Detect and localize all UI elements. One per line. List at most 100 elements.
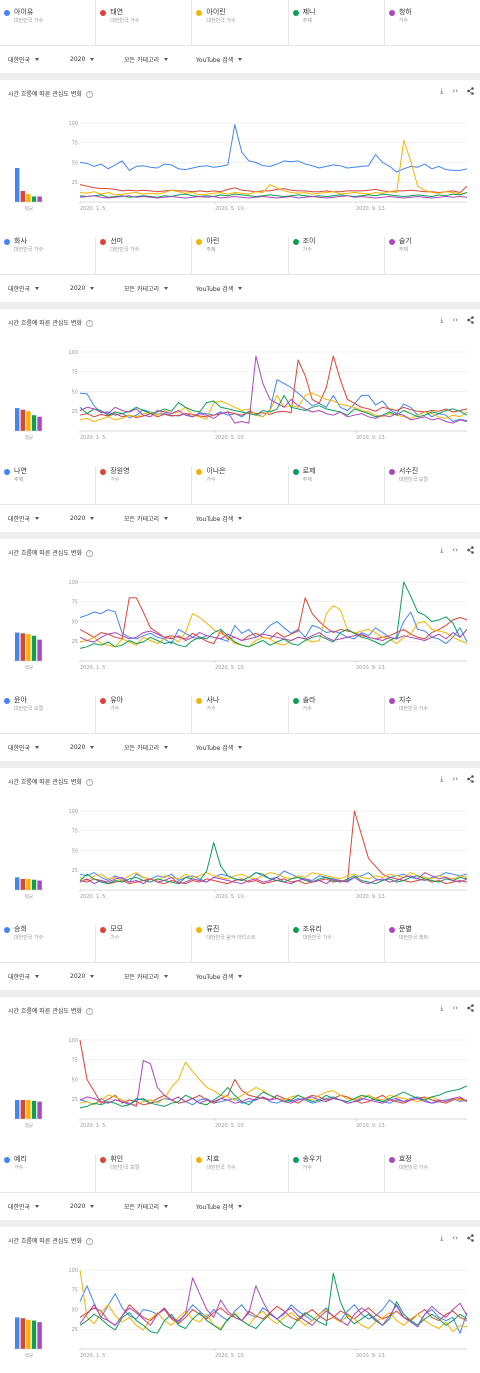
series-line-1[interactable] [79,124,468,173]
year-filter[interactable]: 2020 [70,56,124,63]
category-filter[interactable]: 모든 카테고리 [124,284,196,293]
search-term-1[interactable]: 화사 대한민국 가수 [0,229,97,274]
search-term-2[interactable]: 장원영 가수 [96,459,193,504]
search-term-2[interactable]: 태연 대한민국 가수 [96,0,193,45]
series-line-4[interactable] [79,1272,468,1334]
average-bar[interactable] [20,409,25,431]
average-bar[interactable] [26,411,31,431]
search-term-1[interactable]: 윤아 대한민국 보컬 [0,688,97,733]
category-filter[interactable]: 모든 카테고리 [124,972,196,981]
download-icon[interactable]: ⤓ [440,546,444,554]
category-filter[interactable]: 모든 카테고리 [124,514,196,523]
search-term-1[interactable]: 나연 주제 [0,459,97,504]
search-term-4[interactable]: 조유리 대한민국 가수 [289,917,385,962]
year-filter[interactable]: 2020 [70,1203,124,1210]
search-term-4[interactable]: 로제 주제 [289,459,385,504]
search-term-2[interactable]: 유아 가수 [96,688,193,733]
region-filter[interactable]: 대한민국 [8,972,70,981]
search-type-filter[interactable]: YouTube 검색 [196,1202,276,1211]
download-icon[interactable]: ⤓ [440,87,444,95]
series-line-5[interactable] [79,629,468,643]
average-bar[interactable] [31,1320,37,1349]
search-type-filter[interactable]: YouTube 검색 [196,284,276,293]
series-line-2[interactable] [79,1039,468,1106]
average-bar[interactable] [15,408,20,431]
average-bar[interactable] [15,168,20,202]
average-bar[interactable] [26,1100,31,1119]
series-line-3[interactable] [79,605,468,648]
search-term-3[interactable]: 아린 주제 [192,229,289,274]
search-term-3[interactable]: 이나은 가수 [192,459,289,504]
search-term-4[interactable]: 송우기 가수 [289,1147,385,1192]
help-icon[interactable]: ? [85,550,93,557]
embed-icon[interactable]: ‹› [452,1234,458,1242]
region-filter[interactable]: 대한민국 [8,1202,70,1211]
category-filter[interactable]: 모든 카테고리 [124,55,196,64]
average-bar[interactable] [31,879,37,890]
series-line-2[interactable] [79,810,468,885]
series-line-3[interactable] [79,872,468,881]
region-filter[interactable]: 대한민국 [8,55,70,64]
share-icon[interactable] [467,1004,474,1014]
series-line-1[interactable] [79,379,468,422]
average-bar[interactable] [37,196,42,202]
embed-icon[interactable]: ‹› [452,775,458,783]
help-icon[interactable]: ? [85,1238,93,1245]
series-line-2[interactable] [79,184,468,193]
average-bar[interactable] [26,634,31,661]
average-bar[interactable] [31,196,37,202]
series-line-4[interactable] [79,581,468,649]
series-line-5[interactable] [79,355,468,424]
series-line-4[interactable] [79,842,468,885]
average-bar[interactable] [37,880,42,890]
search-type-filter[interactable]: YouTube 검색 [196,972,276,981]
search-term-3[interactable]: 지효 대한민국 가수 [192,1147,289,1192]
average-bar[interactable] [31,415,37,431]
average-bar[interactable] [26,194,31,202]
share-icon[interactable] [467,546,474,556]
region-filter[interactable]: 대한민국 [8,284,70,293]
search-type-filter[interactable]: YouTube 검색 [196,55,276,64]
category-filter[interactable]: 모든 카테고리 [124,743,196,752]
help-icon[interactable]: ? [85,779,93,786]
help-icon[interactable]: ? [85,91,93,98]
average-bar[interactable] [20,190,25,202]
average-bar[interactable] [15,632,20,661]
embed-icon[interactable]: ‹› [452,1004,458,1012]
search-term-5[interactable]: 문별 대한민국 래퍼 [385,917,480,962]
search-term-5[interactable]: 지수 대한민국 가수 [385,688,480,733]
series-line-2[interactable] [79,1304,468,1326]
average-bar[interactable] [26,1319,31,1349]
average-bar[interactable] [37,639,42,661]
category-filter[interactable]: 모든 카테고리 [124,1202,196,1211]
search-term-2[interactable]: 휘인 대한민국 보컬 [96,1147,193,1192]
average-bar[interactable] [20,1100,25,1119]
average-bar[interactable] [26,878,31,890]
search-term-4[interactable]: 솔라 가수 [289,688,385,733]
search-term-4[interactable]: 조이 가수 [289,229,385,274]
year-filter[interactable]: 2020 [70,973,124,980]
average-bar[interactable] [37,1322,42,1349]
embed-icon[interactable]: ‹› [452,546,458,554]
average-bar[interactable] [31,1100,37,1119]
series-line-5[interactable] [79,1277,468,1328]
search-term-1[interactable]: 아이유 대한민국 가수 [0,0,97,45]
search-term-1[interactable]: 승희 대한민국 가수 [0,917,97,962]
share-icon[interactable] [467,87,474,97]
series-line-2[interactable] [79,597,468,645]
series-line-4[interactable] [79,394,468,418]
share-icon[interactable] [467,775,474,785]
year-filter[interactable]: 2020 [70,515,124,522]
download-icon[interactable]: ⤓ [440,316,444,324]
series-line-3[interactable] [79,139,468,196]
search-term-2[interactable]: 모모 가수 [96,917,193,962]
search-type-filter[interactable]: YouTube 검색 [196,514,276,523]
series-line-3[interactable] [79,1269,468,1333]
search-term-3[interactable]: 아이린 대한민국 가수 [192,0,289,45]
year-filter[interactable]: 2020 [70,744,124,751]
average-bar[interactable] [15,1317,20,1349]
series-line-5[interactable] [79,872,468,885]
series-line-3[interactable] [79,392,468,422]
average-bar[interactable] [15,1100,20,1119]
search-type-filter[interactable]: YouTube 검색 [196,743,276,752]
